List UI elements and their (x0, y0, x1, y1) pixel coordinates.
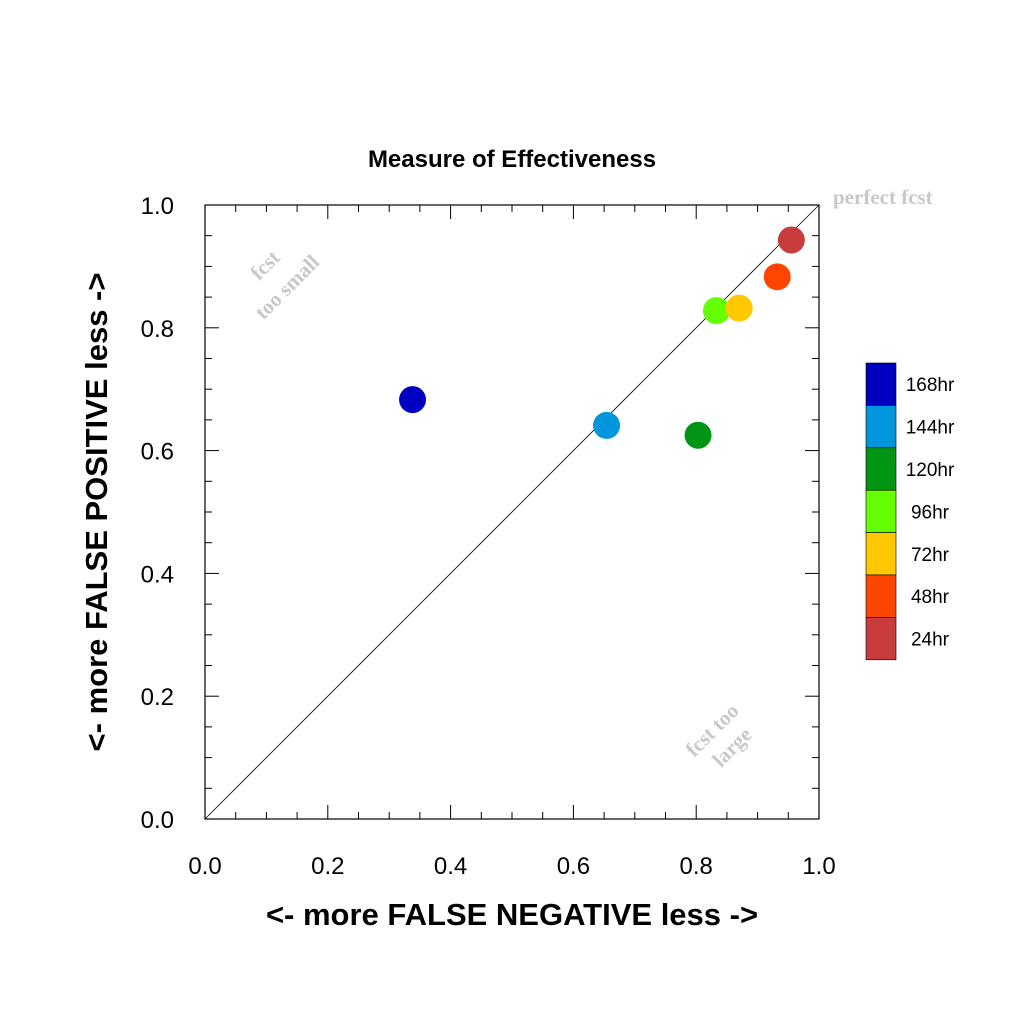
annotation-perfect-fcst: perfect fcst (833, 185, 933, 209)
legend-label-120hr: 120hr (906, 460, 955, 481)
legend-swatch-24hr (865, 617, 897, 661)
x-tick-label: 0.8 (680, 853, 713, 880)
point-24hr (777, 226, 805, 254)
y-tick-label: 0.0 (141, 807, 174, 834)
x-tick-label: 0.4 (434, 853, 467, 880)
point-120hr (684, 421, 712, 449)
annotations: perfect fcst fcst too small fcst too lar… (245, 185, 932, 772)
legend-label-72hr: 72hr (911, 545, 950, 566)
x-tick-label: 0.2 (311, 853, 344, 880)
legend-swatch-96hr (865, 489, 897, 533)
legend-label-168hr: 168hr (906, 375, 955, 396)
legend-label-96hr: 96hr (911, 502, 950, 523)
legend: 168hr 144hr 120hr 96hr 72hr 48hr 24hr (865, 362, 955, 661)
legend-label-48hr: 48hr (911, 587, 950, 608)
x-tick-label: 1.0 (802, 853, 835, 880)
legend-swatch-168hr (865, 362, 897, 406)
y-tick-label: 0.6 (141, 439, 174, 466)
tick-labels: 0.0 0.2 0.4 0.6 0.8 1.0 0.0 0.2 0.4 0.6 0.8 1.0 (141, 193, 836, 880)
x-tick-label: 0.6 (557, 853, 590, 880)
x-tick-label: 0.0 (188, 853, 221, 880)
y-tick-label: 0.8 (141, 316, 174, 343)
y-axis-label: <- more FALSE POSITIVE less -> (79, 273, 114, 752)
legend-swatch-48hr (865, 574, 897, 618)
point-168hr (399, 386, 427, 414)
point-48hr (763, 263, 791, 291)
point-144hr (593, 411, 621, 439)
point-96hr (702, 297, 730, 325)
data-points (399, 226, 805, 449)
legend-swatch-72hr (865, 532, 897, 576)
chart-title: Measure of Effectiveness (368, 146, 656, 173)
legend-label-144hr: 144hr (906, 418, 955, 439)
axis-ticks (204, 204, 820, 820)
legend-swatch-144hr (865, 405, 897, 449)
legend-swatch-120hr (865, 447, 897, 491)
x-axis-label: <- more FALSE NEGATIVE less -> (266, 897, 758, 932)
legend-label-24hr: 24hr (911, 630, 950, 651)
y-tick-label: 0.4 (141, 561, 174, 588)
point-72hr (725, 294, 753, 322)
y-tick-label: 1.0 (141, 193, 174, 220)
y-tick-label: 0.2 (141, 684, 174, 711)
